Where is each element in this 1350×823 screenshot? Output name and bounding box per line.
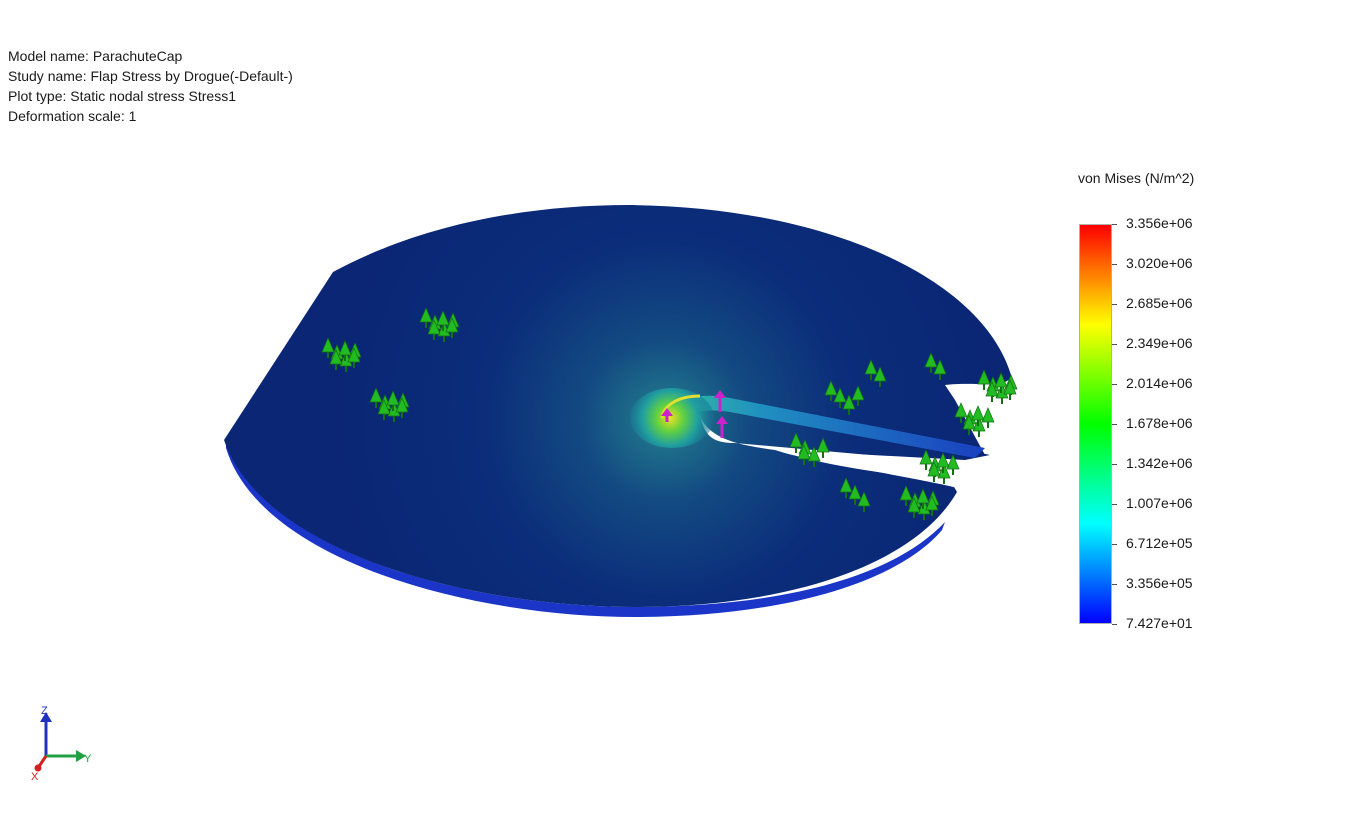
plot-info: Model name: ParachuteCap Study name: Fla… (8, 46, 293, 126)
coordinate-triad-icon[interactable]: Z Y X (28, 706, 98, 786)
legend-tick-label: 1.007e+06 (1126, 495, 1193, 511)
flap-wall (665, 395, 985, 458)
study-name: Study name: Flap Stress by Drogue(-Defau… (8, 68, 293, 84)
load-arrow-icon (716, 416, 728, 424)
legend-tick-mark (1112, 543, 1117, 545)
disc-face (224, 205, 1012, 608)
legend-tick-mark (1112, 383, 1117, 385)
deformation-scale: Deformation scale: 1 (8, 108, 137, 124)
flap-slot (700, 416, 962, 489)
model-name: Model name: ParachuteCap (8, 48, 183, 64)
legend-tick-mark (1112, 623, 1117, 625)
legend-tick-label: 3.356e+05 (1126, 575, 1193, 591)
legend-title: von Mises (N/m^2) (1078, 170, 1195, 186)
legend-tick-mark (1112, 223, 1117, 225)
fixture-icon (971, 405, 985, 421)
fixture-group (321, 307, 1018, 520)
legend-tick-mark (1112, 423, 1117, 425)
legend-tick-label: 2.014e+06 (1126, 375, 1193, 391)
legend-tick-label: 3.356e+06 (1126, 215, 1193, 231)
load-arrow-icon (714, 390, 726, 398)
legend-tick-label: 3.020e+06 (1126, 255, 1193, 271)
load-group (661, 390, 728, 438)
legend-tick-label: 2.685e+06 (1126, 295, 1193, 311)
legend-tick-mark (1112, 503, 1117, 505)
legend-tick-label: 7.427e+01 (1126, 615, 1193, 631)
plot-type: Plot type: Static nodal stress Stress1 (8, 88, 236, 104)
legend-tick-mark (1112, 343, 1117, 345)
legend-tick-label: 2.349e+06 (1126, 335, 1193, 351)
legend-tick-label: 1.342e+06 (1126, 455, 1193, 471)
legend-tick-label: 6.712e+05 (1126, 535, 1193, 551)
triad-x-label: X (31, 771, 39, 783)
legend-tick-mark (1112, 463, 1117, 465)
legend-color-bar (1079, 224, 1112, 624)
legend-tick-mark (1112, 583, 1117, 585)
notch-stress-hotspot (630, 388, 714, 448)
legend-tick-mark (1112, 303, 1117, 305)
load-arrow-icon (661, 408, 673, 416)
legend-tick-mark (1112, 263, 1117, 265)
legend-tick-label: 1.678e+06 (1126, 415, 1193, 431)
triad-z-label: Z (41, 706, 48, 717)
triad-y-label: Y (84, 753, 92, 765)
